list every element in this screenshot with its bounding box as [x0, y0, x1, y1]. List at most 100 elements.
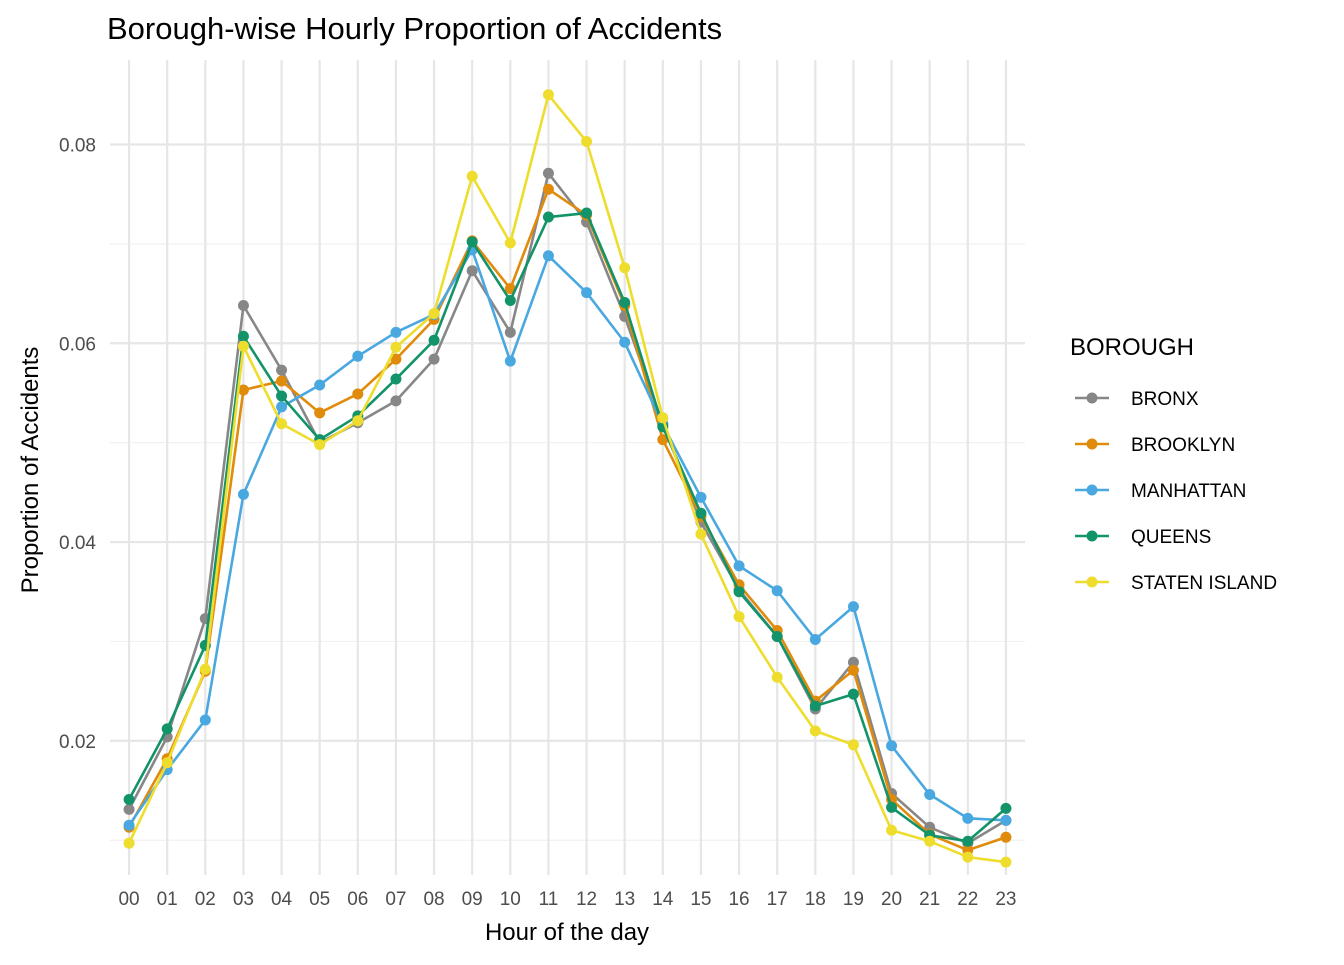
data-point-staten-island	[504, 237, 516, 249]
series-queens	[123, 207, 1012, 847]
data-point-brooklyn	[390, 353, 402, 365]
data-point-staten-island	[962, 851, 974, 863]
data-point-bronx	[237, 299, 249, 311]
data-point-manhattan	[695, 491, 707, 503]
data-point-manhattan	[809, 633, 821, 645]
data-point-manhattan	[237, 488, 249, 500]
data-point-manhattan	[123, 819, 135, 831]
legend-key-point	[1086, 530, 1098, 542]
x-axis-ticks: 00 01 02 03 04 05 06 07 08 09 10 11 12 13 14 15 16 17 18 19…	[118, 889, 1016, 910]
legend-item-bronx: BRONX	[1075, 389, 1199, 410]
data-point-queens	[123, 793, 135, 805]
y-axis-title: Proportion of Accidents	[17, 347, 44, 594]
data-point-queens	[161, 723, 173, 735]
x-tick-label: 13	[614, 889, 635, 910]
x-tick-label: 01	[157, 889, 178, 910]
series-brooklyn	[123, 183, 1012, 856]
x-tick-label: 14	[652, 889, 674, 910]
x-tick-label: 18	[805, 889, 826, 910]
data-point-manhattan	[504, 355, 516, 367]
data-point-manhattan	[390, 326, 402, 338]
data-point-manhattan	[581, 287, 593, 299]
data-point-staten-island	[123, 837, 135, 849]
grid-lines	[110, 60, 1025, 875]
data-point-staten-island	[771, 671, 783, 683]
x-tick-label: 05	[309, 889, 330, 910]
data-point-queens	[504, 295, 516, 307]
legend-label: BROOKLYN	[1131, 435, 1235, 456]
data-point-queens	[695, 507, 707, 519]
data-point-brooklyn	[314, 407, 326, 419]
data-point-queens	[809, 700, 821, 712]
data-point-queens	[276, 390, 288, 402]
x-tick-label: 03	[233, 889, 254, 910]
data-point-brooklyn	[1000, 831, 1012, 843]
data-point-manhattan	[352, 350, 364, 362]
data-point-manhattan	[733, 560, 745, 572]
data-point-brooklyn	[237, 384, 249, 396]
data-point-manhattan	[962, 812, 974, 824]
legend-key-point	[1086, 392, 1098, 404]
data-point-manhattan	[276, 401, 288, 413]
data-point-manhattan	[542, 250, 554, 262]
x-tick-label: 11	[539, 889, 559, 910]
data-point-staten-island	[847, 739, 859, 751]
legend-label: MANHATTAN	[1131, 481, 1246, 502]
series-line-queens	[127, 211, 1007, 843]
data-point-staten-island	[581, 136, 593, 147]
data-point-manhattan	[771, 585, 783, 597]
x-tick-label: 22	[957, 889, 978, 910]
series-line-manhattan	[127, 248, 1007, 827]
data-point-manhattan	[619, 336, 631, 348]
x-tick-label: 19	[843, 889, 864, 910]
series-staten-island	[123, 89, 1012, 868]
legend-items: BRONX BROOKLYN MANHATTAN QUEENS STATEN ISLAN…	[1075, 389, 1277, 594]
x-tick-label: 06	[347, 889, 368, 910]
data-point-staten-island	[1000, 856, 1012, 868]
data-point-manhattan	[199, 714, 211, 726]
data-point-staten-island	[924, 835, 936, 847]
x-tick-label: 09	[462, 889, 483, 910]
chart-title: Borough-wise Hourly Proportion of Accide…	[107, 11, 722, 46]
data-point-queens	[619, 297, 631, 309]
data-point-brooklyn	[657, 434, 669, 446]
data-point-bronx	[542, 167, 554, 179]
data-point-brooklyn	[504, 283, 516, 295]
x-tick-label: 00	[118, 889, 139, 910]
data-point-queens	[237, 330, 249, 342]
data-point-manhattan	[924, 788, 936, 800]
data-point-queens	[428, 334, 440, 346]
data-point-staten-island	[542, 89, 554, 101]
data-point-manhattan	[314, 379, 326, 391]
data-point-brooklyn	[542, 183, 554, 195]
x-tick-label: 10	[500, 889, 521, 910]
data-point-queens	[962, 835, 974, 847]
data-point-queens	[1000, 802, 1012, 814]
data-point-staten-island	[352, 415, 364, 427]
x-tick-label: 23	[995, 889, 1016, 910]
data-point-staten-island	[886, 824, 898, 836]
y-tick-label: 0.04	[59, 533, 96, 554]
x-tick-label: 15	[690, 889, 711, 910]
series-manhattan	[123, 244, 1012, 831]
x-tick-label: 07	[385, 889, 406, 910]
y-tick-label: 0.02	[59, 732, 96, 753]
data-point-brooklyn	[352, 388, 364, 400]
legend-title: BOROUGH	[1070, 334, 1194, 361]
legend-label: STATEN ISLAND	[1131, 573, 1277, 594]
data-point-queens	[542, 211, 554, 223]
data-point-staten-island	[619, 262, 631, 274]
data-point-staten-island	[199, 663, 211, 675]
data-point-staten-island	[809, 725, 821, 737]
series-line-staten-island	[127, 93, 1007, 864]
data-point-queens	[581, 207, 593, 219]
data-point-bronx	[847, 656, 859, 668]
data-point-staten-island	[733, 611, 745, 623]
series-line-bronx	[127, 172, 1007, 845]
data-point-bronx	[276, 364, 288, 376]
legend-label: QUEENS	[1131, 527, 1211, 548]
x-axis-title: Hour of the day	[485, 919, 649, 946]
